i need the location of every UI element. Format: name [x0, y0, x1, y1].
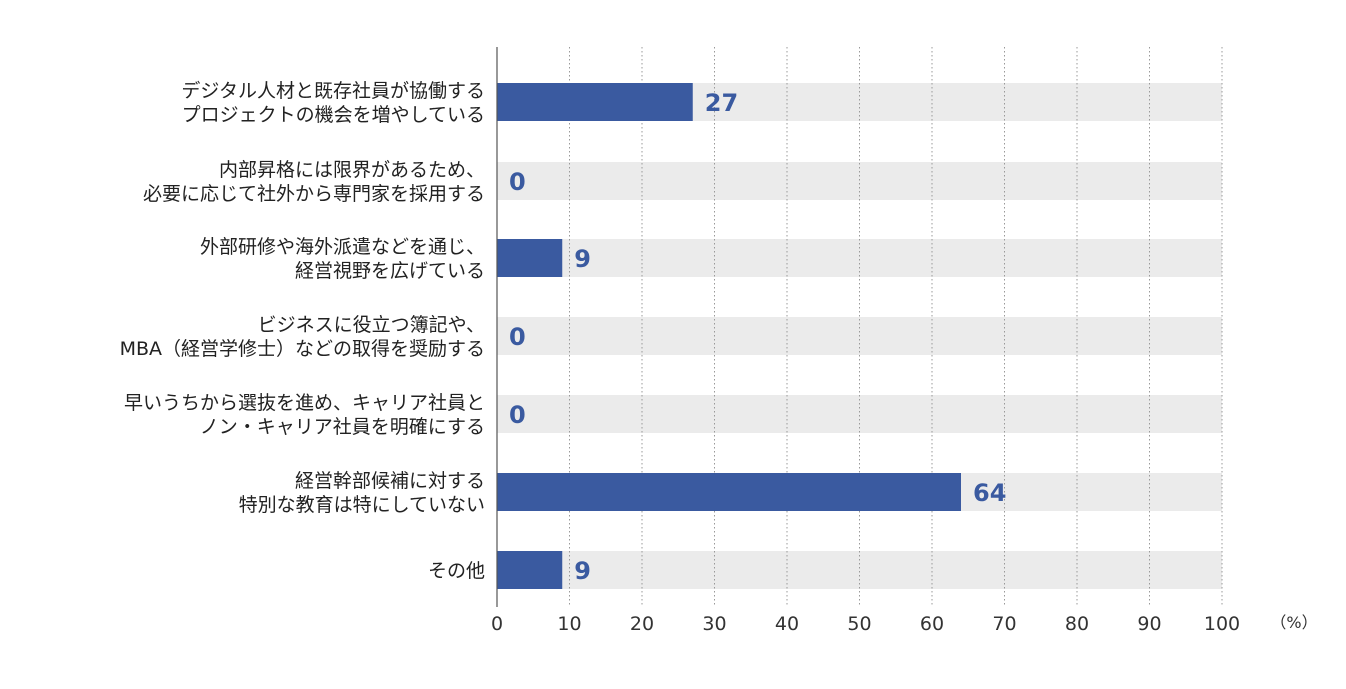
unit-label: （%）: [1270, 613, 1317, 632]
value-label: 9: [574, 557, 591, 585]
category-label: その他: [428, 560, 485, 582]
x-tick-label: 80: [1065, 613, 1089, 635]
x-tick-label: 10: [557, 613, 581, 635]
category-label: 内部昇格には限界があるため、必要に応じて社外から専門家を採用する: [143, 159, 485, 205]
value-label: 27: [705, 89, 738, 117]
category-label: デジタル人材と既存社員が協働するプロジェクトの機会を増やしている: [181, 80, 485, 126]
value-label: 9: [574, 245, 591, 273]
category-label: 経営幹部候補に対する特別な教育は特にしていない: [239, 470, 485, 516]
x-tick-label: 0: [491, 613, 503, 635]
value-label: 64: [973, 479, 1006, 507]
bar: [497, 83, 693, 121]
value-label: 0: [509, 401, 526, 429]
x-tick-label: 40: [775, 613, 799, 635]
category-label: 外部研修や海外派遣などを通じ、経営視野を広げている: [200, 236, 485, 282]
x-tick-label: 90: [1137, 613, 1161, 635]
bar-track: [497, 551, 1222, 589]
category-label: ビジネスに役立つ簿記や、 MBA（経営学修士）などの取得を奨励する: [120, 314, 485, 360]
bar: [497, 551, 563, 589]
bar-track: [497, 395, 1222, 433]
x-tick-label: 50: [847, 613, 871, 635]
value-label: 0: [509, 168, 526, 196]
value-label: 0: [509, 323, 526, 351]
category-label: 早いうちから選抜を進め、キャリア社員とノン・キャリア社員を明確にする: [124, 392, 485, 438]
bar: [497, 473, 961, 511]
x-tick-label: 100: [1204, 613, 1240, 635]
x-tick-label: 70: [992, 613, 1016, 635]
x-tick-label: 20: [630, 613, 654, 635]
bar-track: [497, 239, 1222, 277]
x-tick-label: 60: [920, 613, 944, 635]
bar: [497, 239, 563, 277]
x-tick-label: 30: [702, 613, 726, 635]
